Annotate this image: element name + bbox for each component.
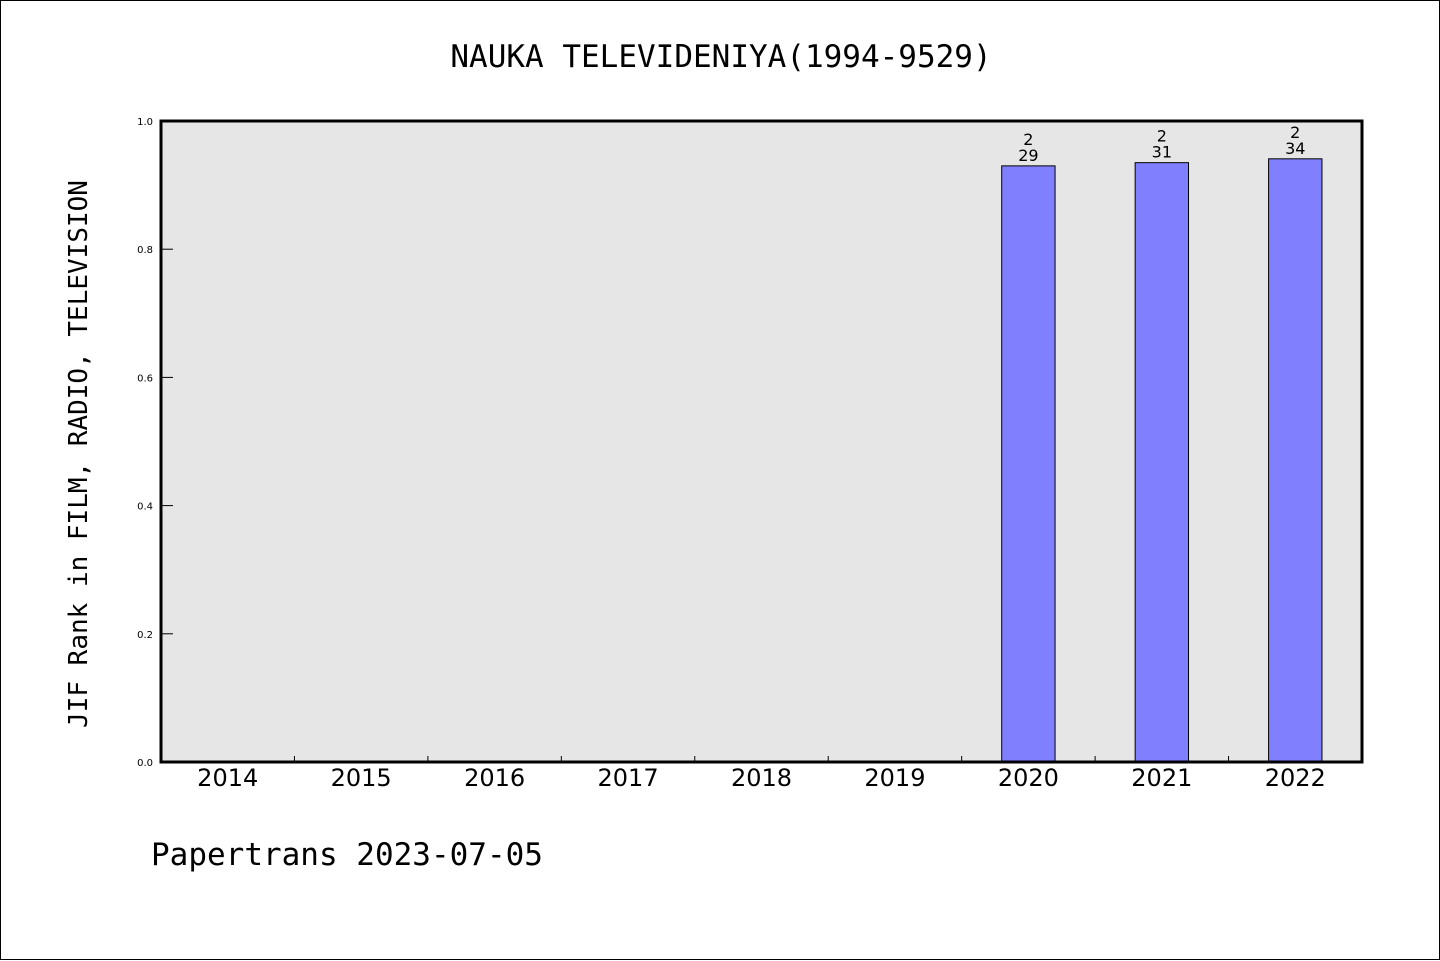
plot-border [159, 119, 1364, 764]
chart-title: NAUKA TELEVIDENIYA(1994-9529) [450, 39, 991, 75]
bar-label-rank: 2 [1290, 123, 1300, 142]
y-tick-label: 0.4 [137, 502, 153, 513]
x-tick-label: 2015 [331, 764, 392, 792]
x-tick-label: 2022 [1265, 764, 1326, 792]
bar-series [1001, 158, 1323, 763]
bar-label-rank: 2 [1157, 127, 1167, 146]
x-tick-label: 2021 [1131, 764, 1192, 792]
y-tick-label: 0.2 [137, 630, 153, 641]
bar-label-rank: 2 [1023, 130, 1033, 149]
bar-label-total: 29 [1018, 146, 1038, 165]
bar-2020 [1001, 165, 1056, 763]
x-tick-label: 2020 [998, 764, 1059, 792]
y-tick-label: 0.8 [137, 245, 153, 256]
y-tick-label: 1.0 [137, 117, 153, 128]
footer-credit: Papertrans 2023-07-05 [151, 837, 543, 873]
y-axis-label: JIF Rank in FILM, RADIO, TELEVISION [64, 180, 94, 728]
bar-label-total: 34 [1285, 139, 1305, 158]
y-tick-label: 0.0 [137, 758, 153, 769]
x-tick-label: 2018 [731, 764, 792, 792]
x-tick-label: 2016 [464, 764, 525, 792]
x-axis-labels: 2014 2015 2016 2017 2018 2019 2020 2021 2022 [197, 764, 1326, 792]
bar-2021 [1134, 162, 1190, 763]
bar-2022 [1268, 158, 1323, 763]
x-tick-label: 2017 [598, 764, 659, 792]
x-tick-label: 2019 [864, 764, 925, 792]
x-tick-label: 2014 [197, 764, 258, 792]
y-tick-label: 0.6 [137, 373, 153, 384]
bar-label-total: 31 [1152, 143, 1172, 162]
